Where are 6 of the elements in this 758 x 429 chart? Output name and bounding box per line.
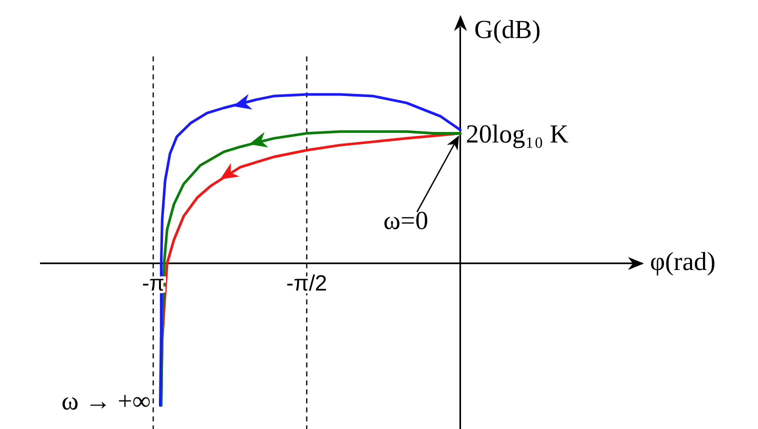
annotation: 20log₁₀ K bbox=[466, 119, 569, 148]
x-axis-title: φ(rad) bbox=[650, 247, 716, 276]
x-tick-label: -π/2 bbox=[286, 270, 328, 296]
annotation: ω=0 bbox=[383, 206, 428, 235]
annotation: ω → +∞ bbox=[61, 386, 151, 416]
y-axis-title: G(dB) bbox=[474, 14, 541, 44]
